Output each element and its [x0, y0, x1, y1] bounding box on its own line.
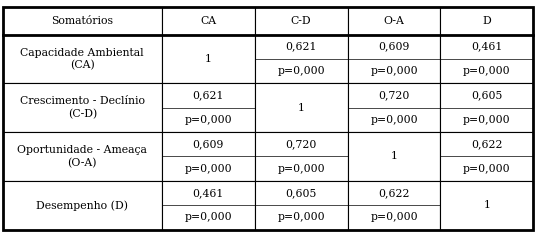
- Text: C-D: C-D: [291, 16, 311, 26]
- Text: p=0,000: p=0,000: [463, 164, 511, 174]
- Text: p=0,000: p=0,000: [370, 115, 418, 125]
- Bar: [441, 7, 533, 35]
- Bar: [3, 7, 162, 35]
- Text: 0,621: 0,621: [192, 90, 224, 100]
- Text: p=0,000: p=0,000: [184, 213, 232, 223]
- Text: 0,621: 0,621: [285, 42, 317, 52]
- Text: 0,461: 0,461: [471, 42, 503, 52]
- Bar: [3, 83, 162, 132]
- Bar: [162, 181, 255, 230]
- Text: Somatórios: Somatórios: [51, 16, 113, 26]
- Bar: [255, 132, 347, 181]
- Bar: [347, 7, 441, 35]
- Bar: [162, 132, 255, 181]
- Text: 0,720: 0,720: [378, 90, 410, 100]
- Text: p=0,000: p=0,000: [277, 66, 325, 76]
- Bar: [3, 181, 162, 230]
- Bar: [441, 181, 533, 230]
- Text: p=0,000: p=0,000: [370, 66, 418, 76]
- Bar: [255, 181, 347, 230]
- Bar: [255, 7, 347, 35]
- Bar: [347, 83, 441, 132]
- Text: Crescimento - Declínio
(C-D): Crescimento - Declínio (C-D): [20, 96, 145, 119]
- Text: p=0,000: p=0,000: [277, 213, 325, 223]
- Text: 1: 1: [205, 54, 212, 64]
- Text: Capacidade Ambiental
(CA): Capacidade Ambiental (CA): [20, 48, 144, 70]
- Text: Oportunidade - Ameaça
(O-A): Oportunidade - Ameaça (O-A): [17, 145, 147, 168]
- Text: CA: CA: [200, 16, 217, 26]
- Text: 0,720: 0,720: [286, 139, 317, 149]
- Bar: [255, 83, 347, 132]
- Text: p=0,000: p=0,000: [184, 115, 232, 125]
- Bar: [162, 7, 255, 35]
- Bar: [3, 35, 162, 83]
- Text: p=0,000: p=0,000: [463, 115, 511, 125]
- Bar: [347, 181, 441, 230]
- Text: 1: 1: [297, 103, 304, 113]
- Text: p=0,000: p=0,000: [370, 213, 418, 223]
- Text: 0,609: 0,609: [378, 42, 410, 52]
- Text: 0,605: 0,605: [471, 90, 503, 100]
- Bar: [255, 35, 347, 83]
- Bar: [441, 35, 533, 83]
- Text: 0,622: 0,622: [378, 188, 410, 198]
- Text: 0,605: 0,605: [286, 188, 317, 198]
- Text: 0,609: 0,609: [192, 139, 224, 149]
- Text: p=0,000: p=0,000: [463, 66, 511, 76]
- Bar: [441, 83, 533, 132]
- Bar: [162, 35, 255, 83]
- Text: D: D: [482, 16, 492, 26]
- Bar: [441, 132, 533, 181]
- Text: 1: 1: [391, 151, 398, 162]
- Text: p=0,000: p=0,000: [184, 164, 232, 174]
- Text: Desempenho (D): Desempenho (D): [36, 200, 128, 211]
- Text: 1: 1: [483, 200, 490, 210]
- Bar: [162, 83, 255, 132]
- Text: p=0,000: p=0,000: [277, 164, 325, 174]
- Text: 0,622: 0,622: [471, 139, 503, 149]
- Text: 0,461: 0,461: [192, 188, 224, 198]
- Text: O-A: O-A: [384, 16, 405, 26]
- Bar: [347, 132, 441, 181]
- Bar: [347, 35, 441, 83]
- Bar: [3, 132, 162, 181]
